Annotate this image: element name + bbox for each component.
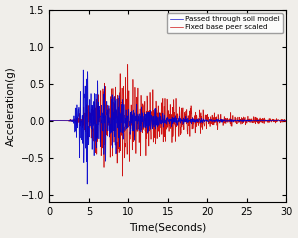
Fixed base peer scaled	[137, 116, 141, 119]
Passed through soil model	[105, 119, 109, 122]
Fixed base peer scaled	[285, 119, 288, 122]
Line: Passed through soil model: Passed through soil model	[49, 70, 286, 184]
Fixed base peer scaled	[121, 175, 124, 178]
Passed through soil model	[104, 140, 108, 143]
Fixed base peer scaled	[283, 118, 286, 121]
X-axis label: Time(Seconds): Time(Seconds)	[129, 223, 207, 233]
Passed through soil model	[103, 99, 106, 102]
Passed through soil model	[154, 110, 157, 113]
Fixed base peer scaled	[126, 63, 129, 66]
Fixed base peer scaled	[48, 119, 51, 122]
Fixed base peer scaled	[105, 114, 109, 117]
Line: Fixed base peer scaled: Fixed base peer scaled	[49, 64, 286, 176]
Y-axis label: Acceleration(g): Acceleration(g)	[6, 66, 15, 146]
Fixed base peer scaled	[104, 118, 108, 120]
Passed through soil model	[86, 183, 89, 185]
Passed through soil model	[283, 119, 286, 122]
Passed through soil model	[81, 69, 85, 71]
Fixed base peer scaled	[154, 142, 157, 144]
Legend: Passed through soil model, Fixed base peer scaled: Passed through soil model, Fixed base pe…	[167, 13, 283, 33]
Fixed base peer scaled	[103, 84, 106, 87]
Passed through soil model	[137, 121, 141, 124]
Passed through soil model	[48, 119, 51, 122]
Passed through soil model	[285, 119, 288, 122]
